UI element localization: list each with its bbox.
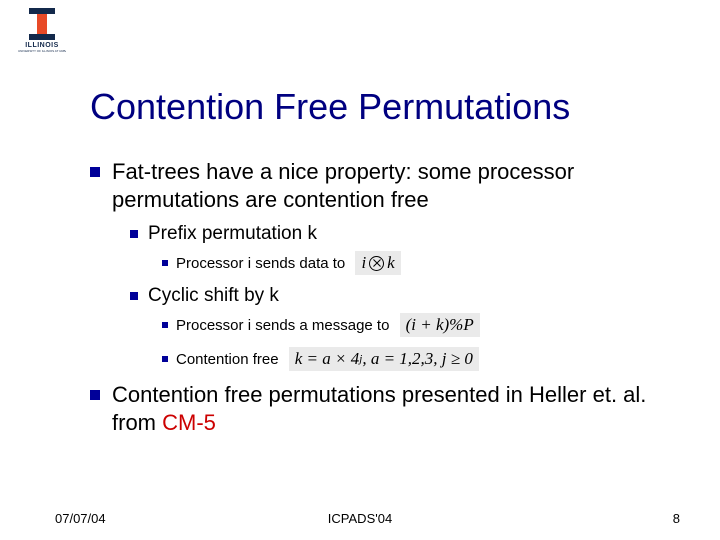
bullet-level1-2: Contention free permutations presented i…: [90, 381, 670, 436]
formula-part: k = a × 4: [295, 349, 360, 369]
bullet-level3-group: Processor i sends data to i k: [162, 251, 670, 275]
formula-mod: (i + k)%P: [400, 313, 480, 337]
square-bullet-icon: [90, 390, 100, 400]
slide-content: Fat-trees have a nice property: some pro…: [90, 158, 670, 444]
formula-part: , a = 1,2,3, j ≥ 0: [362, 349, 473, 369]
bullet-text: Processor i sends a message to (i + k)%P: [176, 313, 480, 337]
bullet-text: Contention free k = a × 4j, a = 1,2,3, j…: [176, 347, 479, 371]
bullet-level1-1: Fat-trees have a nice property: some pro…: [90, 158, 670, 371]
bullet-level3-group: Processor i sends a message to (i + k)%P…: [162, 313, 670, 371]
bullet-text: Processor i sends data to i k: [176, 251, 401, 275]
formula-var: i: [361, 253, 366, 273]
bullet-text: Fat-trees have a nice property: some pro…: [112, 158, 670, 213]
footer-date: 07/07/04: [55, 511, 106, 526]
square-bullet-icon: [130, 230, 138, 238]
bullet-text: Prefix permutation k: [148, 223, 317, 245]
bullet-level3-2: Processor i sends a message to (i + k)%P: [162, 313, 670, 337]
text-fragment: Processor i sends a message to: [176, 317, 389, 334]
bullet-level2-group: Prefix permutation k Processor i sends d…: [130, 223, 670, 371]
formula-condition: k = a × 4j, a = 1,2,3, j ≥ 0: [289, 347, 479, 371]
bullet-level3-1: Processor i sends data to i k: [162, 251, 670, 275]
bullet-level3-3: Contention free k = a × 4j, a = 1,2,3, j…: [162, 347, 670, 371]
text-fragment: Processor i sends data to: [176, 255, 345, 272]
university-logo: ILLINOIS UNIVERSITY OF ILLINOIS AT URBAN…: [18, 8, 66, 56]
bullet-level2-2: Cyclic shift by k: [130, 285, 670, 307]
square-bullet-icon: [90, 167, 100, 177]
block-i-icon: [29, 8, 55, 40]
highlight-text: CM-5: [162, 410, 216, 435]
logo-subtext: UNIVERSITY OF ILLINOIS AT URBANA-CHAMPAI…: [18, 49, 66, 53]
bullet-text: Cyclic shift by k: [148, 285, 279, 307]
footer-page-number: 8: [673, 511, 680, 526]
logo-wordmark: ILLINOIS: [18, 42, 66, 49]
formula-var: k: [387, 253, 395, 273]
text-fragment: Contention free: [176, 351, 279, 368]
slide-title: Contention Free Permutations: [90, 86, 570, 128]
square-bullet-icon: [162, 260, 168, 266]
square-bullet-icon: [130, 292, 138, 300]
bullet-level2-1: Prefix permutation k: [130, 223, 670, 245]
bullet-text: Contention free permutations presented i…: [112, 381, 670, 436]
square-bullet-icon: [162, 356, 168, 362]
formula-xor: i k: [355, 251, 400, 275]
xor-icon: [369, 256, 384, 271]
square-bullet-icon: [162, 322, 168, 328]
slide-footer: 07/07/04 ICPADS'04 8: [0, 511, 720, 526]
footer-venue: ICPADS'04: [328, 511, 392, 526]
